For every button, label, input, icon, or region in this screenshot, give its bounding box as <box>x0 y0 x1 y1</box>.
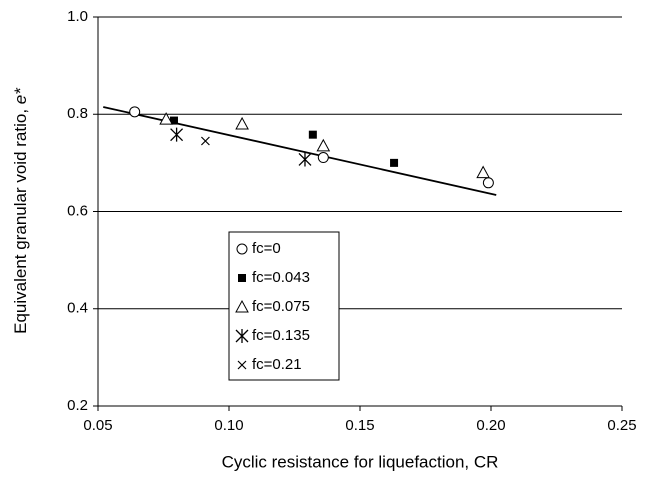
y-tick-label: 1.0 <box>67 8 88 25</box>
y-axis-title-text: Equivalent granular void ratio, <box>11 104 30 334</box>
y-axis-title: Equivalent granular void ratio, e* <box>11 87 30 334</box>
x-tick-label: 0.15 <box>345 417 374 434</box>
marker-triangle <box>316 138 331 152</box>
marker-asterisk <box>298 152 312 167</box>
x-tick-label: 0.05 <box>83 417 112 434</box>
marker-triangle <box>235 116 249 130</box>
marker-square <box>169 116 178 125</box>
x-tick-label: 0.25 <box>607 417 636 434</box>
marker-circle <box>129 106 141 118</box>
legend-label: fc=0.135 <box>252 327 310 344</box>
y-axis-title-symbol: e* <box>11 87 30 104</box>
legend-label: fc=0 <box>252 240 281 257</box>
legend-label: fc=0.075 <box>252 298 310 315</box>
marker-circle <box>482 177 494 189</box>
marker-circle <box>236 243 248 255</box>
marker-asterisk <box>235 329 249 343</box>
legend-label: fc=0.21 <box>252 356 302 373</box>
marker-square <box>238 274 246 282</box>
y-tick-label: 0.8 <box>67 105 88 122</box>
marker-x <box>237 360 247 370</box>
marker-square <box>308 130 317 139</box>
x-tick-label: 0.20 <box>476 417 505 434</box>
legend: fc=0 fc=0.043 fc=0.075 fc=0.135 fc=0.21 <box>228 231 340 381</box>
legend-label: fc=0.043 <box>252 269 310 286</box>
legend-box <box>228 231 340 381</box>
x-tick-label: 0.10 <box>214 417 243 434</box>
marker-asterisk <box>170 127 184 142</box>
marker-triangle <box>159 112 173 125</box>
marker-triangle <box>235 299 249 313</box>
x-axis-title: Cyclic resistance for liquefaction, CR <box>222 452 499 471</box>
marker-square <box>390 158 399 167</box>
marker-circle <box>317 152 329 164</box>
marker-triangle <box>476 165 490 179</box>
marker-x <box>200 136 210 146</box>
y-tick-label: 0.4 <box>67 300 88 317</box>
y-tick-label: 0.6 <box>67 202 88 219</box>
y-tick-label: 0.2 <box>67 397 88 414</box>
